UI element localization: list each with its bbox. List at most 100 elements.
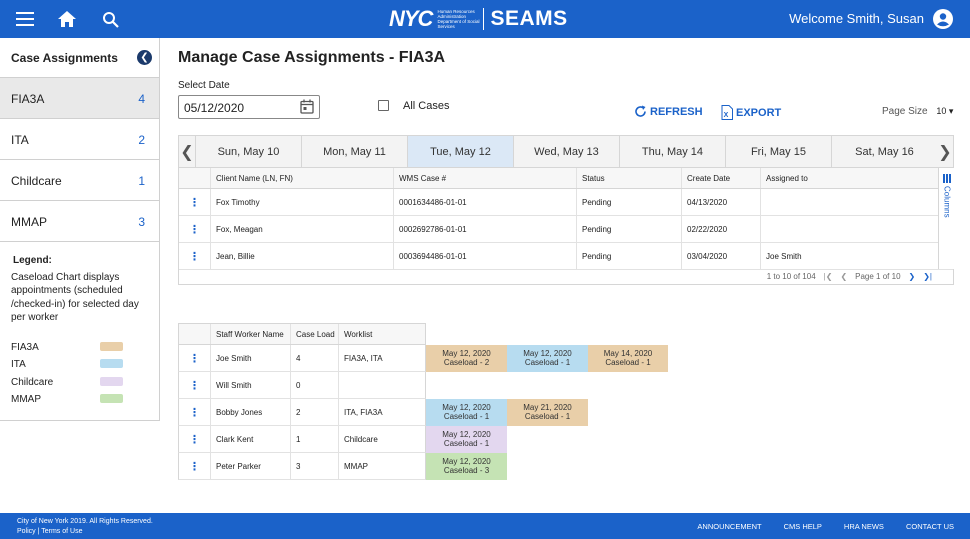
appointment-date: May 14, 2020 [603, 349, 653, 358]
header-cell [179, 324, 211, 344]
row-menu-icon[interactable]: ⋮ [179, 426, 211, 452]
day-tab[interactable]: Wed, May 13 [512, 136, 619, 167]
date-value: 05/12/2020 [184, 101, 245, 115]
welcome-text: Welcome Smith, Susan [789, 11, 924, 26]
day-tab-selected[interactable]: Tue, May 12 [406, 136, 513, 167]
footer-link-hra-news[interactable]: HRA NEWS [843, 522, 884, 531]
footer-link-cms-help[interactable]: CMS HELP [783, 522, 822, 531]
next-page-icon[interactable]: ❯ [908, 271, 916, 281]
day-tab[interactable]: Sat, May 16 [830, 136, 937, 167]
appointment-block[interactable]: May 12, 2020 Caseload - 1 [507, 345, 588, 372]
date-input[interactable]: 05/12/2020 [178, 95, 320, 119]
appointment-date: May 12, 2020 [442, 430, 491, 439]
calendar-icon[interactable] [300, 99, 314, 117]
sidebar-item-count: 2 [138, 133, 145, 147]
appointment-date: May 21, 2020 [523, 403, 572, 412]
worklist: FIA3A, ITA [344, 353, 383, 363]
row-menu-icon[interactable]: ⋮ [179, 345, 211, 371]
page-indicator: Page 1 of 10 [855, 271, 901, 281]
column-header[interactable]: Create Date [682, 168, 761, 188]
table-cell: 0002692786-01-01 [394, 216, 577, 242]
table-cell: 03/04/2020 [682, 243, 761, 269]
row-menu-icon[interactable]: ⋮ [179, 372, 211, 398]
appointment-block[interactable]: May 12, 2020 Caseload - 1 [426, 399, 507, 426]
table-row[interactable]: ⋮ Fox Timothy 0001634486-01-01 Pending 0… [179, 189, 953, 216]
sidebar-item-ita[interactable]: ITA 2 [0, 119, 159, 160]
search-icon[interactable] [99, 8, 121, 30]
appointment-block[interactable]: May 14, 2020 Caseload - 1 [588, 345, 668, 372]
export-button[interactable]: X EXPORT [721, 105, 781, 120]
table-cell: Pending [577, 216, 682, 242]
first-page-icon[interactable]: |❮ [823, 271, 833, 281]
row-menu-icon[interactable]: ⋮ [179, 189, 211, 215]
table-row[interactable]: ⋮ Bobby Jones 2 ITA, FIA3A [178, 399, 426, 426]
appointment-block[interactable]: May 12, 2020 Caseload - 2 [426, 345, 507, 372]
legend-label: Childcare [11, 376, 54, 388]
column-header[interactable]: Worklist [344, 329, 373, 339]
column-header[interactable]: Client Name (LN, FN) [211, 168, 394, 188]
day-tab[interactable]: Thu, May 14 [618, 136, 725, 167]
sidebar-item-count: 4 [138, 92, 145, 106]
row-range: 1 to 10 of 104 [766, 271, 816, 281]
table-header: Client Name (LN, FN) WMS Case # Status C… [179, 168, 953, 189]
home-icon[interactable] [56, 8, 78, 30]
table-row[interactable]: ⋮ Clark Kent 1 Childcare [178, 426, 426, 453]
refresh-button[interactable]: REFRESH [634, 105, 703, 118]
table-row[interactable]: ⋮ Fox, Meagan 0002692786-01-01 Pending 0… [179, 216, 953, 243]
table-row[interactable]: ⋮ Joe Smith 4 FIA3A, ITA [178, 345, 426, 372]
page-size-label: Page Size [882, 106, 928, 117]
prev-week-icon[interactable]: ❮ [180, 143, 194, 161]
sidebar-item-childcare[interactable]: Childcare 1 [0, 160, 159, 201]
sidebar-item-mmap[interactable]: MMAP 3 [0, 201, 159, 242]
policy-link[interactable]: Policy | Terms of Use [17, 528, 83, 535]
row-menu-icon[interactable]: ⋮ [179, 399, 211, 425]
column-header[interactable]: WMS Case # [394, 168, 577, 188]
page-size-select[interactable]: 10 ▾ [936, 106, 954, 116]
collapse-sidebar-icon[interactable]: ❮ [137, 50, 152, 65]
column-header[interactable]: Staff Worker Name [211, 324, 291, 344]
appointment-block[interactable]: May 12, 2020 Caseload - 3 [426, 453, 507, 480]
table-cell: 02/22/2020 [682, 216, 761, 242]
table-cell: Pending [577, 243, 682, 269]
day-tab[interactable]: Mon, May 11 [300, 136, 407, 167]
pagination: 1 to 10 of 104 |❮ ❮ Page 1 of 10 ❯ ❯| [179, 268, 938, 284]
appointment-caseload: Caseload - 1 [524, 412, 571, 421]
workers-table: Staff Worker Name Case Load Worklist ⋮ J… [178, 323, 668, 480]
refresh-label: REFRESH [650, 105, 703, 118]
sidebar-item-fia3a[interactable]: FIA3A 4 [0, 78, 159, 119]
row-menu-icon[interactable]: ⋮ [179, 243, 211, 269]
table-row[interactable]: ⋮ Peter Parker 3 MMAP [178, 453, 426, 480]
day-tab[interactable]: Sun, May 10 [194, 136, 301, 167]
legend-item-childcare: Childcare [11, 376, 159, 394]
table-row[interactable]: ⋮ Jean, Billie 0003694486-01-01 Pending … [179, 243, 953, 270]
day-tab[interactable]: Fri, May 15 [724, 136, 831, 167]
last-page-icon[interactable]: ❯| [923, 271, 932, 281]
appointment-block[interactable]: May 21, 2020 Caseload - 1 [507, 399, 588, 426]
table-cell: Pending [577, 189, 682, 215]
appointment-block[interactable]: May 12, 2020 Caseload - 1 [426, 426, 507, 453]
sidebar: Case Assignments ❮ FIA3A 4 ITA 2 Childca… [0, 38, 160, 421]
menu-icon[interactable] [14, 8, 36, 30]
column-header[interactable]: Status [577, 168, 682, 188]
footer-link-contact-us[interactable]: CONTACT US [905, 522, 954, 531]
footer-link-announcement[interactable]: ANNOUNCEMENT [697, 522, 762, 531]
legend-label: ITA [11, 359, 26, 370]
table-row[interactable]: ⋮ Will Smith 0 [178, 372, 426, 399]
table-cell: 0003694486-01-01 [394, 243, 577, 269]
prev-page-icon[interactable]: ❮ [840, 271, 848, 281]
appointment-date: May 12, 2020 [442, 349, 491, 358]
case-load: 0 [291, 372, 339, 398]
column-header[interactable]: Case Load [291, 324, 339, 344]
worker-name: Joe Smith [211, 345, 291, 371]
user-icon[interactable] [932, 8, 954, 30]
column-header[interactable]: Assigned to [766, 173, 808, 183]
row-menu-icon[interactable]: ⋮ [179, 216, 211, 242]
all-cases-checkbox[interactable] [378, 100, 389, 111]
columns-panel-tab[interactable]: Columns [938, 168, 955, 269]
next-week-icon[interactable]: ❯ [938, 143, 952, 161]
worker-name: Bobby Jones [211, 399, 291, 425]
page-size-value: 10 [936, 106, 947, 116]
row-menu-icon[interactable]: ⋮ [179, 453, 211, 479]
case-load: 1 [291, 426, 339, 452]
table-cell: Fox, Meagan [211, 216, 394, 242]
